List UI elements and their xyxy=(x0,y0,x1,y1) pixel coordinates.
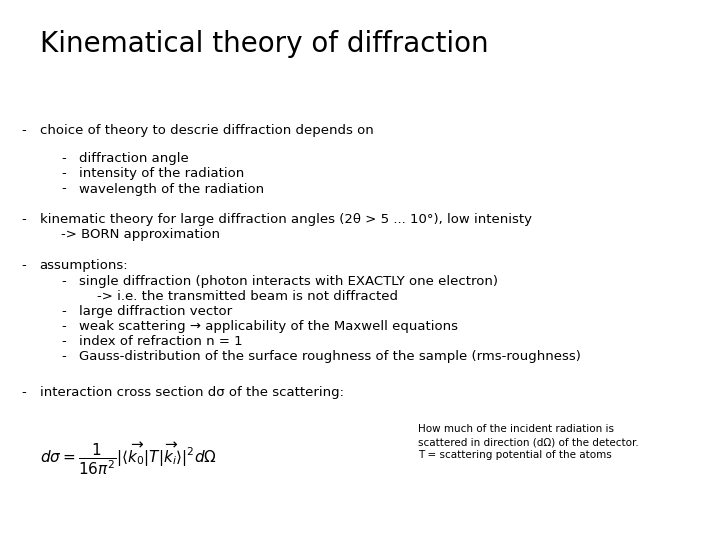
Text: -: - xyxy=(61,275,66,288)
Text: weak scattering → applicability of the Maxwell equations: weak scattering → applicability of the M… xyxy=(79,320,458,333)
Text: -: - xyxy=(22,386,27,399)
Text: -: - xyxy=(22,259,27,272)
Text: index of refraction n = 1: index of refraction n = 1 xyxy=(79,335,243,348)
Text: -: - xyxy=(61,350,66,363)
Text: single diffraction (photon interacts with EXACTLY one electron): single diffraction (photon interacts wit… xyxy=(79,275,498,288)
Text: $d\sigma = \dfrac{1}{16\pi^2}|\langle\overrightarrow{k_0}|T|\overrightarrow{k_i}: $d\sigma = \dfrac{1}{16\pi^2}|\langle\ov… xyxy=(40,440,217,477)
Text: -: - xyxy=(61,152,66,165)
Text: -: - xyxy=(61,305,66,318)
Text: How much of the incident radiation is
scattered in direction (dΩ) of the detecto: How much of the incident radiation is sc… xyxy=(418,424,639,460)
Text: -: - xyxy=(22,124,27,137)
Text: -> i.e. the transmitted beam is not diffracted: -> i.e. the transmitted beam is not diff… xyxy=(97,290,398,303)
Text: -: - xyxy=(61,320,66,333)
Text: interaction cross section dσ of the scattering:: interaction cross section dσ of the scat… xyxy=(40,386,343,399)
Text: choice of theory to descrie diffraction depends on: choice of theory to descrie diffraction … xyxy=(40,124,374,137)
Text: intensity of the radiation: intensity of the radiation xyxy=(79,167,245,180)
Text: large diffraction vector: large diffraction vector xyxy=(79,305,233,318)
Text: Kinematical theory of diffraction: Kinematical theory of diffraction xyxy=(40,30,488,58)
Text: diffraction angle: diffraction angle xyxy=(79,152,189,165)
Text: assumptions:: assumptions: xyxy=(40,259,128,272)
Text: -: - xyxy=(61,183,66,195)
Text: -> BORN approximation: -> BORN approximation xyxy=(61,228,220,241)
Text: -: - xyxy=(22,213,27,226)
Text: wavelength of the radiation: wavelength of the radiation xyxy=(79,183,264,195)
Text: kinematic theory for large diffraction angles (2θ > 5 ... 10°), low intenisty: kinematic theory for large diffraction a… xyxy=(40,213,531,226)
Text: Gauss-distribution of the surface roughness of the sample (rms-roughness): Gauss-distribution of the surface roughn… xyxy=(79,350,581,363)
Text: -: - xyxy=(61,167,66,180)
Text: -: - xyxy=(61,335,66,348)
